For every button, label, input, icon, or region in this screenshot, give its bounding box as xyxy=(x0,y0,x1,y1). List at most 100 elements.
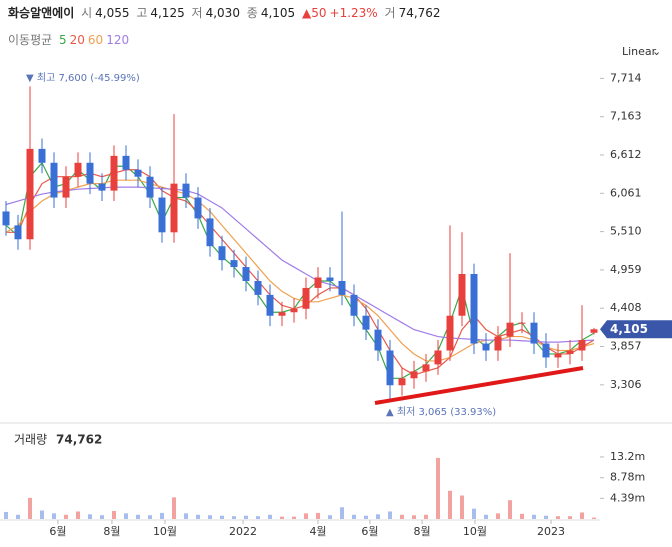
volume-label: 거래량 xyxy=(14,433,47,447)
volume-bar xyxy=(496,513,500,519)
volume-bar xyxy=(436,457,440,519)
volume-bar xyxy=(424,514,428,519)
volume-label: 거 xyxy=(384,6,396,20)
ma-legend-item[interactable]: 20 xyxy=(69,33,85,47)
candle-body xyxy=(422,364,430,372)
volume-bar xyxy=(40,510,44,519)
candle-body xyxy=(242,267,250,281)
candle-body xyxy=(578,340,586,351)
candle-body xyxy=(194,197,202,219)
volume-bar xyxy=(352,514,356,519)
candle-body xyxy=(86,162,94,184)
high: 4,125 xyxy=(150,6,185,20)
volume-bar xyxy=(4,511,8,519)
candle-body xyxy=(566,350,574,354)
volume-bar xyxy=(280,516,284,519)
candle-body xyxy=(458,274,466,316)
volume-bar xyxy=(196,514,200,519)
candle-body xyxy=(218,246,226,261)
header: 화승알앤에이 시 4,055 고 4,125 저 4,030 종 4,105 ▲50 +1… xyxy=(8,4,444,21)
y-tick-label: 6,061 xyxy=(610,186,642,199)
y-tick-label: 4,959 xyxy=(610,263,642,276)
candle-body xyxy=(314,277,322,288)
candle-body xyxy=(470,274,478,344)
candle-body xyxy=(530,322,538,344)
volume-bar xyxy=(532,514,536,519)
y-tick-label: 4,408 xyxy=(610,301,642,314)
axis-bg xyxy=(600,0,672,547)
volume-bar xyxy=(364,515,368,519)
volume-bar xyxy=(112,511,116,519)
volume-bar xyxy=(88,514,92,519)
candle-body xyxy=(374,329,382,351)
candle-body xyxy=(38,148,46,163)
candle-body xyxy=(302,287,310,309)
candle-body xyxy=(98,183,106,191)
candle-body xyxy=(254,280,262,295)
volume-bar xyxy=(460,495,464,519)
candle-body xyxy=(590,329,598,333)
volume-bar xyxy=(208,515,212,519)
change-pct: +1.23% xyxy=(329,6,378,20)
volume-bar xyxy=(556,516,560,519)
volume-bar xyxy=(16,514,20,519)
candle-body xyxy=(74,162,82,177)
open-label: 시 xyxy=(81,6,93,20)
volume-bar xyxy=(304,513,308,519)
volume-bar xyxy=(172,497,176,519)
candle-body xyxy=(290,308,298,313)
ma-legend: 이동평균 5 20 60 120 xyxy=(8,31,132,48)
candle-body xyxy=(386,350,394,386)
y-tick-label: 7,714 xyxy=(610,71,642,84)
candle-body xyxy=(206,218,214,247)
min-annotation: ▲ 최저 3,065 (33.93%) xyxy=(386,406,496,418)
ma-legend-item[interactable]: 120 xyxy=(106,33,130,47)
x-tick-label: 2022 xyxy=(229,525,257,538)
volume-bar xyxy=(244,515,248,519)
candle-body xyxy=(398,378,406,386)
volume-bar xyxy=(316,512,320,519)
x-tick-label: 6월 xyxy=(49,525,66,538)
volume-bar xyxy=(184,513,188,519)
x-tick-label: 8월 xyxy=(413,525,430,538)
volume-bar xyxy=(292,516,296,519)
y-tick-label: 3,857 xyxy=(610,340,642,353)
volume-bar xyxy=(520,513,524,519)
ma-legend-item[interactable]: 5 xyxy=(59,33,67,47)
volume-bar xyxy=(508,500,512,519)
scale-label[interactable]: Linear xyxy=(622,45,657,58)
x-tick-label: 2023 xyxy=(537,525,565,538)
volume-bar xyxy=(592,517,596,519)
volume-bar xyxy=(340,507,344,519)
candle-body xyxy=(482,343,490,351)
close: 4,105 xyxy=(260,6,296,20)
candle-body xyxy=(350,294,358,316)
volume-tick-label: 4.39m xyxy=(610,491,645,504)
volume-bar xyxy=(544,515,548,519)
volume-bar xyxy=(388,511,392,519)
volume-bar xyxy=(448,490,452,519)
candle-body xyxy=(158,197,166,233)
volume-bar xyxy=(580,512,584,519)
scale-caret[interactable]: ⌄ xyxy=(652,45,661,58)
volume-bar xyxy=(136,514,140,519)
max-annotation: ▼ 최고 7,600 (-45.99%) xyxy=(26,72,140,84)
volume-bar xyxy=(268,514,272,519)
high-label: 고 xyxy=(136,6,148,20)
volume-bar xyxy=(232,516,236,519)
ma-legend-item[interactable]: 60 xyxy=(87,33,104,47)
volume-bar xyxy=(148,515,152,519)
candle-body xyxy=(446,315,454,351)
x-tick-label: 8월 xyxy=(103,525,120,538)
x-tick-label: 10월 xyxy=(463,525,487,538)
candle-body xyxy=(230,260,238,268)
candle-body xyxy=(50,162,58,198)
volume-tick-label: 8.78m xyxy=(610,471,645,484)
volume-bar xyxy=(328,515,332,519)
candle-body xyxy=(62,176,70,198)
candle-body xyxy=(26,148,34,240)
candle-body xyxy=(410,371,418,379)
trend-line xyxy=(374,366,584,405)
candle-body xyxy=(266,294,274,316)
